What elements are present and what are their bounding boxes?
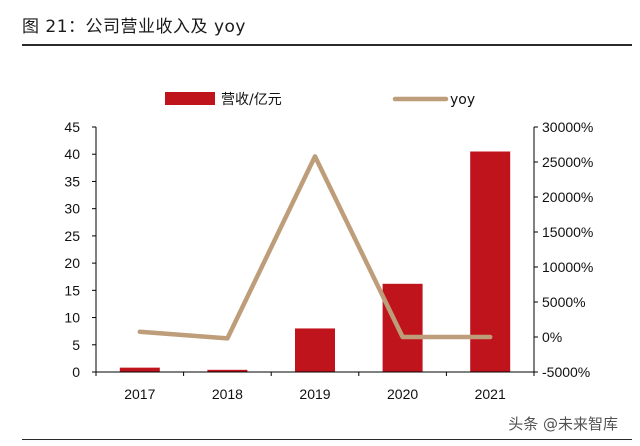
- legend-bar-swatch: [165, 92, 215, 105]
- y-left-tick-label: 30: [64, 201, 80, 217]
- y-left-tick-label: 25: [64, 228, 80, 244]
- y-left-tick-label: 10: [64, 310, 80, 326]
- bar-2020: [382, 283, 423, 372]
- y-right-tick-label: 30000%: [542, 119, 593, 135]
- line-series: [137, 154, 493, 341]
- y-right-tick-label: 10000%: [542, 259, 593, 275]
- x-tick-label: 2019: [299, 386, 330, 402]
- y-left-tick-label: 20: [64, 255, 80, 271]
- bar-2019: [295, 328, 335, 372]
- y-left-tick-label: 35: [64, 173, 80, 189]
- y-left-tick-label: 15: [64, 282, 80, 298]
- y-right-tick-label: 20000%: [542, 189, 593, 205]
- y-right-tick-label: 25000%: [542, 154, 593, 170]
- y-left-tick-label: 0: [72, 364, 80, 380]
- y-right-tick-label: -5000%: [542, 364, 590, 380]
- y-left-tick-label: 5: [72, 337, 80, 353]
- tick-labels: 0 5 10 15 20 25 30 35 40 45 -5000% 0% 5000% 10000% 150…: [64, 119, 593, 402]
- y-left-tick-label: 45: [64, 119, 80, 135]
- figure-title: 图 21：公司营业收入及 yoy: [22, 17, 246, 37]
- x-tick-label: 2021: [475, 386, 506, 402]
- y-right-tick-label: 5000%: [542, 294, 586, 310]
- yoy-line: [137, 154, 493, 341]
- y-left-tick-label: 40: [64, 146, 80, 162]
- bottom-divider: [22, 439, 632, 440]
- axes: [92, 126, 538, 376]
- legend: 营收/亿元 yoy: [165, 92, 475, 108]
- x-tick-label: 2017: [124, 386, 155, 402]
- y-right-tick-label: 15000%: [542, 224, 593, 240]
- x-tick-label: 2018: [212, 386, 243, 402]
- y-right-tick-label: 0%: [542, 329, 562, 345]
- legend-line-label: yoy: [450, 92, 475, 108]
- legend-bar-label: 营收/亿元: [221, 92, 282, 108]
- bar-series: [119, 151, 511, 372]
- bar-2018: [207, 369, 248, 372]
- watermark-text: 头条 @未来智库: [508, 415, 618, 433]
- title-divider: [22, 44, 632, 46]
- x-tick-label: 2020: [387, 386, 418, 402]
- bar-2017: [119, 367, 160, 372]
